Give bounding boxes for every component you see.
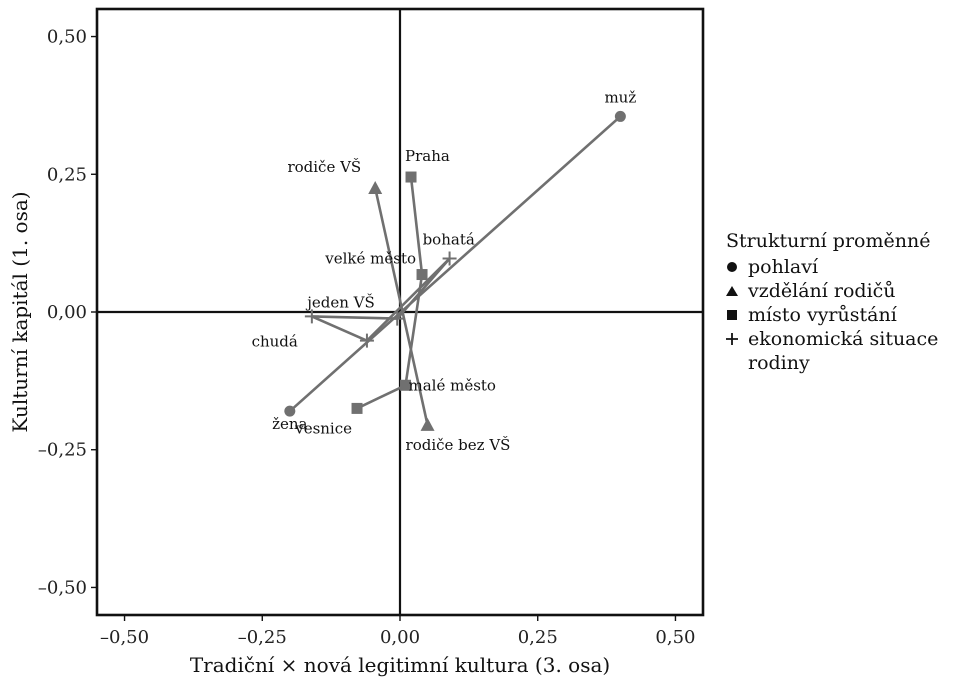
point-rodiče-VŠ [368, 181, 383, 195]
point-vesnice [351, 402, 363, 414]
connection-line [355, 383, 407, 410]
point-label: bohatá [423, 231, 475, 249]
circle-icon [726, 255, 748, 279]
point-malé-město [400, 379, 412, 391]
legend-label: místo vyrůstání [748, 304, 897, 326]
point-label: žena [272, 415, 307, 433]
axis-layer: –0,50 –0,25 0,00 0,25 0,50 –0,50 –0,25 0,00 0,25… [8, 7, 705, 677]
point-rodiče-bez-VŠ [420, 417, 435, 431]
x-axis-title: Tradiční × nová legitimní kultura (3. os… [190, 653, 610, 677]
point-label: muž [604, 88, 636, 106]
legend-item-misto-vyrustani: místo vyrůstání [726, 303, 968, 327]
legend-label: pohlaví [748, 256, 819, 278]
y-tick-label: –0,50 [38, 577, 87, 598]
connection-lines [288, 115, 622, 427]
y-tick-label: 0,00 [47, 302, 87, 323]
point-chudá [304, 309, 319, 324]
point-label: rodiče VŠ [287, 158, 361, 176]
point-label: jeden VŠ [305, 294, 375, 312]
connection-line [365, 257, 451, 342]
x-tick-label: 0,00 [380, 627, 420, 648]
connection-line [310, 315, 399, 320]
x-tick-label: 0,25 [518, 627, 558, 648]
point-markers [284, 110, 626, 431]
y-tick-label: –0,25 [38, 440, 87, 461]
point-label: vesnice [294, 419, 352, 437]
point-label: chudá [252, 332, 298, 350]
point-Praha [405, 171, 417, 183]
legend-label: ekonomická situace rodiny [748, 328, 939, 374]
point-label: Praha [405, 147, 450, 165]
y-tick-label: 0,25 [47, 164, 87, 185]
point-žena [284, 405, 296, 417]
legend: Strukturní proměnné pohlaví vzdělání rod… [726, 230, 968, 375]
plot-frame [95, 7, 705, 617]
triangle-icon [726, 279, 748, 303]
legend-item-vzdelani-rodicu: vzdělání rodičů [726, 279, 968, 303]
square-icon [726, 303, 748, 327]
point-muž [614, 110, 626, 122]
plus-icon [726, 327, 748, 351]
point-unlabeled [359, 333, 374, 348]
point-velké-město [416, 269, 428, 281]
point-label: velké město [324, 250, 416, 268]
connection-line [288, 115, 622, 413]
x-tick-label: –0,25 [238, 627, 287, 648]
legend-item-pohlavi: pohlaví [726, 255, 968, 279]
x-tick-label: 0,50 [655, 627, 695, 648]
y-tick-label: 0,50 [47, 27, 87, 48]
legend-item-ekonomicka-situace: ekonomická situace rodiny [726, 327, 968, 375]
x-tick-label: –0,50 [100, 627, 149, 648]
legend-label: vzdělání rodičů [748, 280, 896, 302]
connection-line [310, 315, 369, 342]
legend-title: Strukturní proměnné [726, 230, 931, 252]
point-bohatá [442, 251, 457, 266]
y-axis-title: Kulturní kapitál (1. osa) [8, 191, 32, 432]
point-label: rodiče bez VŠ [406, 436, 511, 454]
connection-line [409, 175, 424, 276]
point-jeden-VŠ [390, 311, 405, 326]
point-label: malé město [409, 376, 496, 394]
point-labels: žena muž rodiče VŠ rodiče bez VŠ Praha velké … [252, 88, 637, 454]
